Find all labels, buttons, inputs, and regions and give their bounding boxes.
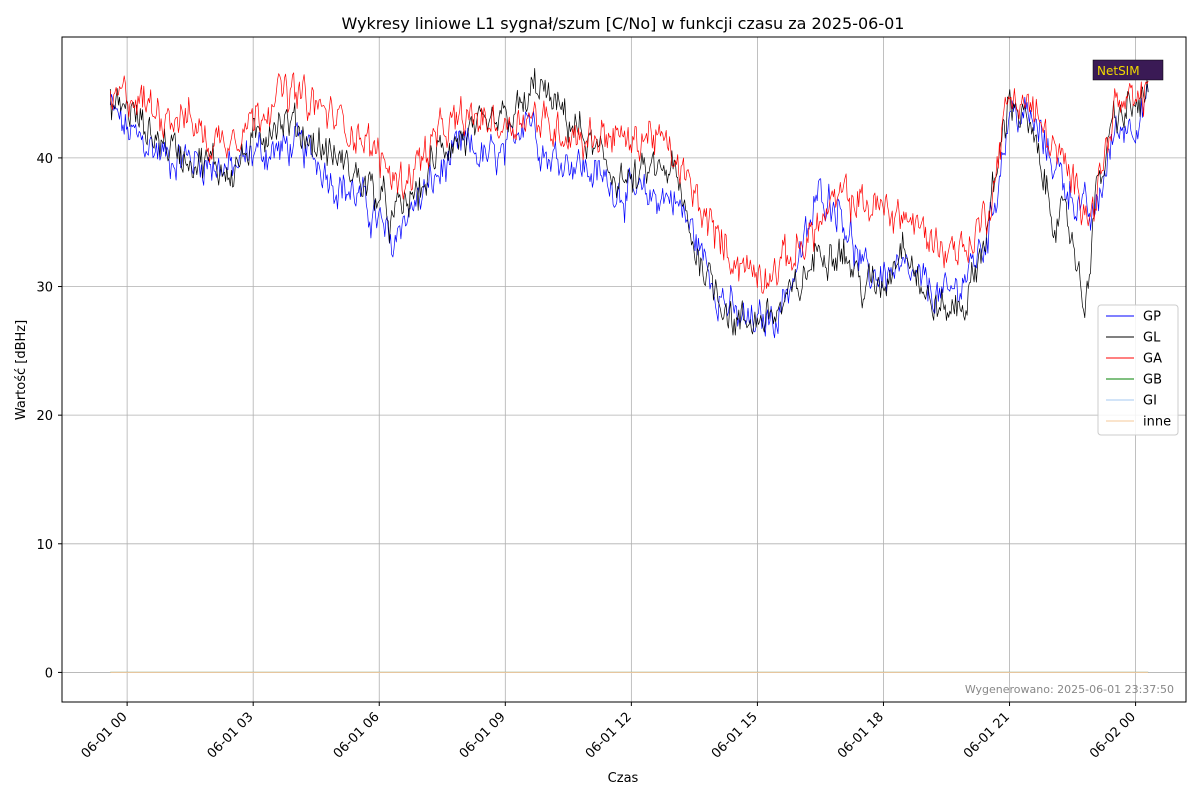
series-line-ga (109, 72, 1149, 294)
series-line-gl (109, 68, 1149, 336)
y-tick-label: 0 (45, 666, 53, 681)
logo-background (1092, 59, 1164, 81)
legend: GP GL GA GB GI inne (1097, 304, 1179, 436)
legend-label-ga: GA (1143, 352, 1162, 367)
plot-area (62, 37, 1186, 702)
legend-label-gb: GB (1143, 373, 1162, 388)
chart-title: Wykresy liniowe L1 sygnał/szum [C/No] w … (342, 14, 905, 33)
plot-frame (61, 36, 1187, 703)
legend-label-gp: GP (1143, 310, 1161, 325)
legend-label-gl: GL (1143, 331, 1161, 346)
series-group (109, 68, 1149, 673)
x-axis-label: Czas (608, 771, 639, 786)
y-tick-label: 40 (36, 152, 53, 167)
logo-text: NetSIM (1097, 64, 1140, 78)
y-tick-label: 10 (36, 538, 53, 553)
y-axis-label: Wartość [dBHz] (14, 320, 29, 420)
legend-label-inne: inne (1143, 415, 1171, 430)
legend-label-gi: GI (1143, 394, 1157, 409)
generated-timestamp: Wygenerowano: 2025-06-01 23:37:50 (965, 683, 1174, 696)
y-tick-label: 20 (36, 409, 53, 424)
y-tick-label: 30 (36, 281, 53, 296)
netsim-logo: NetSIM (1092, 59, 1164, 81)
